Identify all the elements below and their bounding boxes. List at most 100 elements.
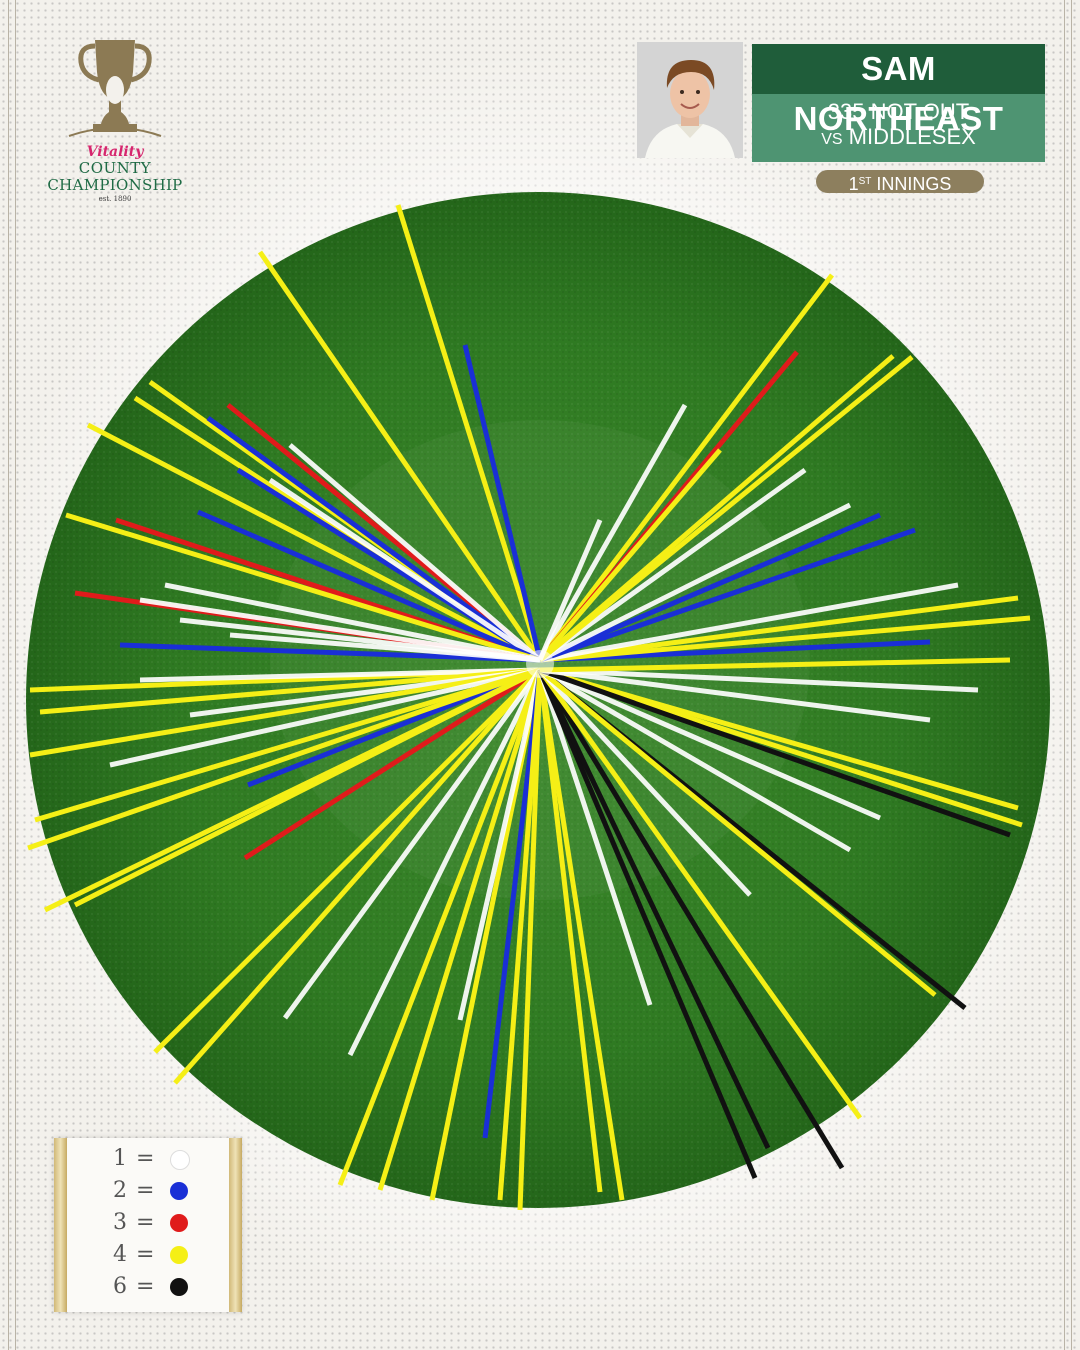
shot-lines <box>27 204 1031 1211</box>
shot-line-four <box>538 355 914 662</box>
player-avatar-icon <box>637 42 743 158</box>
shot-line-one <box>139 597 541 663</box>
legend-runs: 3 <box>113 1210 127 1235</box>
shot-line-one <box>347 668 543 1057</box>
shot-line-one <box>539 667 881 821</box>
logo-line-1: COUNTY <box>78 159 152 177</box>
legend-runs: 4 <box>113 1242 127 1267</box>
shot-line-four <box>39 667 541 715</box>
shot-line-one <box>537 403 688 662</box>
logo-line-2: CHAMPIONSHIP <box>47 176 183 194</box>
legend-left-bar <box>54 1138 67 1312</box>
opponent-name: MIDDLESEX <box>848 124 976 149</box>
shot-line-one <box>539 667 979 693</box>
shot-line-one <box>164 582 541 663</box>
shot-line-six <box>537 669 758 1179</box>
legend-runs: 1 <box>113 1146 127 1171</box>
shot-line-two <box>462 344 543 661</box>
legend-equals: = <box>136 1210 155 1235</box>
opponent-line: VS MIDDLESEX <box>752 125 1045 152</box>
legend-runs: 6 <box>113 1274 127 1299</box>
shot-line-two <box>206 415 542 663</box>
shot-line-one <box>538 668 752 897</box>
right-border <box>1064 0 1072 1350</box>
shot-line-four <box>517 669 543 1211</box>
shot-line-two <box>539 527 916 663</box>
shot-line-four <box>537 668 863 1120</box>
shot-line-four <box>395 204 543 661</box>
shot-line-six <box>537 668 845 1170</box>
shot-line-four <box>537 669 625 1201</box>
shot-line-one <box>282 668 543 1020</box>
shot-line-one <box>179 617 541 663</box>
shot-line-four <box>173 668 542 1085</box>
legend-row-6: 6 = <box>110 1272 210 1302</box>
shot-line-one <box>288 443 542 662</box>
shot-line-two <box>539 639 931 663</box>
shot-line-four <box>86 422 542 663</box>
player-info-box: SAM NORTHEAST 335 NOT OUT VS MIDDLESEX <box>752 44 1045 162</box>
shot-line-one <box>538 667 852 853</box>
legend-row-1: 1 = <box>110 1144 210 1174</box>
shot-line-four <box>538 448 722 662</box>
innings-badge: 1ST INNINGS <box>816 170 984 194</box>
legend-dot-white <box>170 1150 190 1170</box>
shot-line-one <box>537 669 653 1006</box>
sponsor-wordmark: Vitality <box>86 144 144 160</box>
legend-row-3: 3 = <box>110 1208 210 1238</box>
legend-equals: = <box>136 1146 155 1171</box>
left-border <box>8 0 16 1350</box>
shot-line-four <box>539 595 1019 663</box>
shot-line-four <box>377 669 543 1191</box>
innings-ordinal: 1 <box>848 174 859 194</box>
legend-right-bar <box>229 1138 242 1312</box>
shot-line-four <box>337 669 543 1186</box>
shot-line-one <box>139 667 541 683</box>
logo-established: est. 1890 <box>98 195 132 203</box>
legend-runs: 2 <box>113 1178 127 1203</box>
shot-origin <box>526 650 554 678</box>
shot-line-two <box>482 669 543 1139</box>
trophy-icon <box>68 40 162 137</box>
shot-line-four <box>73 667 542 908</box>
shot-line-four <box>497 669 543 1201</box>
shot-line-four <box>539 615 1031 663</box>
legend-row-4: 4 = <box>110 1240 210 1270</box>
shot-line-one <box>109 667 541 768</box>
player-name: SAM NORTHEAST <box>752 44 1045 137</box>
shot-line-one <box>457 669 543 1021</box>
player-score: 335 NOT OUT <box>827 99 970 124</box>
legend-equals: = <box>136 1274 155 1299</box>
legend-dot-black <box>170 1278 188 1296</box>
runs-legend: 1 = 2 = 3 = 4 = 6 = <box>54 1138 242 1312</box>
shot-line-six <box>539 667 1011 838</box>
shot-line-one <box>539 667 931 723</box>
shot-line-four <box>538 668 937 997</box>
shot-line-four <box>538 273 834 662</box>
shot-line-four <box>27 667 541 851</box>
county-championship-logo: Vitality COUNTY CHAMPIONSHIP est. 1890 <box>40 32 190 212</box>
shot-line-one <box>537 519 603 661</box>
legend-dot-red <box>170 1214 188 1232</box>
shot-line-six <box>537 668 771 1150</box>
innings-suffix: ST <box>858 176 872 187</box>
vs-label: VS <box>821 131 843 148</box>
legend-equals: = <box>136 1242 155 1267</box>
legend-dot-yellow <box>170 1246 188 1264</box>
innings-label: INNINGS <box>876 174 952 194</box>
player-photo <box>637 42 743 158</box>
shot-line-one <box>538 502 852 663</box>
shot-line-four <box>257 250 543 662</box>
shot-line-two <box>119 642 541 663</box>
shot-line-one <box>268 477 542 663</box>
shot-line-four <box>65 512 541 663</box>
shot-line-two <box>197 509 541 663</box>
shot-line-four <box>537 669 603 1193</box>
shot-line-three <box>243 667 542 861</box>
shot-line-four <box>29 667 541 758</box>
legend-row-2: 2 = <box>110 1176 210 1206</box>
shot-line-four <box>539 657 1011 673</box>
legend-dot-blue <box>170 1182 188 1200</box>
